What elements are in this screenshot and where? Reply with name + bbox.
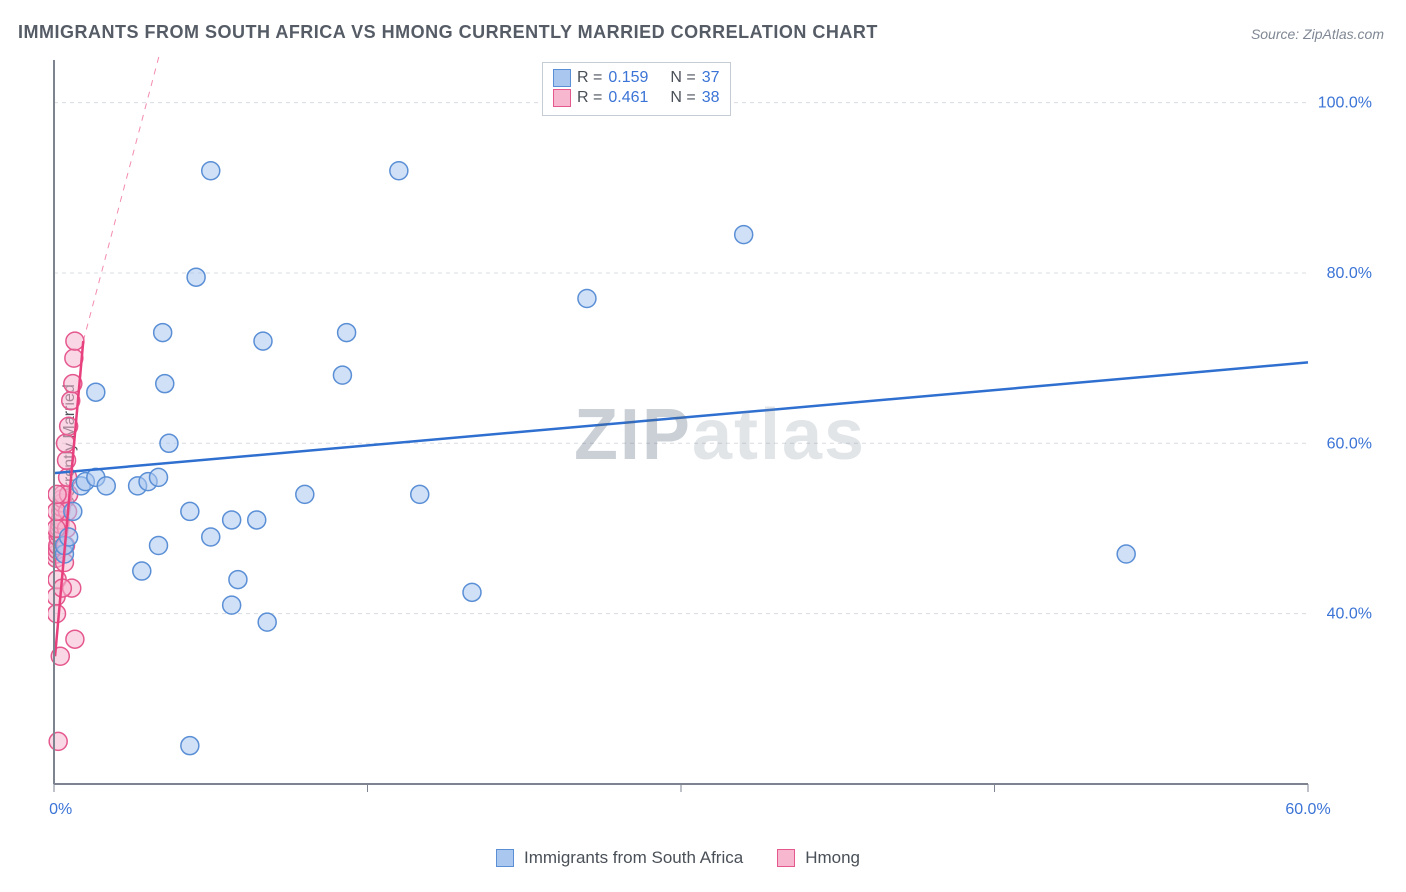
scatter-plot: 40.0% 60.0% 80.0% 100.0% 0.0% 60.0% — [48, 56, 1378, 826]
svg-text:100.0%: 100.0% — [1318, 95, 1372, 112]
legend-label-series-1: Immigrants from South Africa — [524, 848, 743, 868]
chart-title: IMMIGRANTS FROM SOUTH AFRICA VS HMONG CU… — [18, 22, 878, 43]
legend-r-value-2: 0.461 — [608, 89, 648, 107]
legend-n-label-2: N = — [670, 89, 695, 107]
svg-text:0.0%: 0.0% — [48, 801, 72, 818]
legend-r-value-1: 0.159 — [608, 69, 648, 87]
chart-source: Source: ZipAtlas.com — [1251, 26, 1384, 42]
legend-label-series-2: Hmong — [805, 848, 860, 868]
legend-swatch-2 — [553, 89, 571, 107]
legend-n-value-1: 37 — [702, 69, 720, 87]
legend-n-label-1: N = — [670, 69, 695, 87]
legend-r-label-2: R = — [577, 89, 602, 107]
legend-stats: R = 0.159 N = 37 R = 0.461 N = 38 — [542, 62, 731, 116]
svg-text:40.0%: 40.0% — [1327, 606, 1372, 623]
svg-text:80.0%: 80.0% — [1327, 265, 1372, 282]
legend-swatch-series-1 — [496, 849, 514, 867]
legend-swatch-1 — [553, 69, 571, 87]
legend-row-series-2: R = 0.461 N = 38 — [553, 89, 720, 107]
legend-series: Immigrants from South Africa Hmong — [496, 848, 860, 868]
legend-r-label-1: R = — [577, 69, 602, 87]
svg-text:60.0%: 60.0% — [1285, 801, 1330, 818]
legend-row-series-1: R = 0.159 N = 37 — [553, 69, 720, 87]
chart-container: IMMIGRANTS FROM SOUTH AFRICA VS HMONG CU… — [0, 0, 1406, 892]
legend-n-value-2: 38 — [702, 89, 720, 107]
svg-text:60.0%: 60.0% — [1327, 435, 1372, 452]
legend-swatch-series-2 — [777, 849, 795, 867]
